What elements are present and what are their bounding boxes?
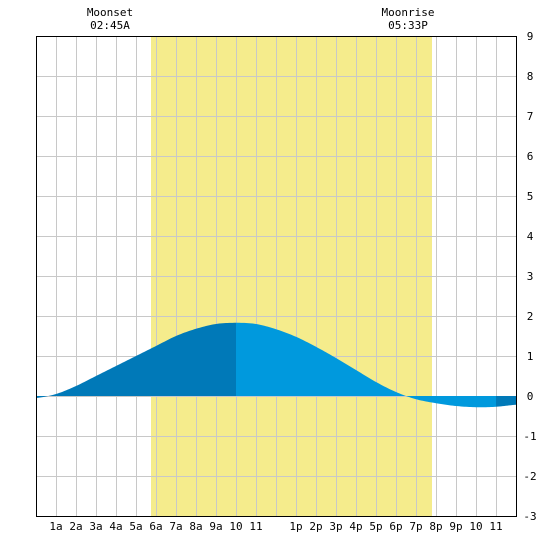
x-tick-label: 1a bbox=[49, 520, 62, 533]
y-tick-label: -1 bbox=[523, 430, 536, 443]
grid-layer bbox=[36, 36, 516, 516]
y-tick-label: 4 bbox=[527, 230, 534, 243]
x-tick-label: 4a bbox=[109, 520, 122, 533]
y-tick-labels: 9 8 7 6 5 4 3 2 1 0 -1 -2 -3 bbox=[523, 30, 536, 523]
x-tick-label: 5p bbox=[369, 520, 382, 533]
y-tick-label: 8 bbox=[527, 70, 534, 83]
x-tick-label: 1p bbox=[289, 520, 302, 533]
moonrise-label: Moonrise bbox=[382, 6, 435, 19]
x-tick-label: 11 bbox=[489, 520, 502, 533]
y-tick-label: 7 bbox=[527, 110, 534, 123]
tide-area-segment-2 bbox=[236, 322, 496, 408]
x-tick-label: 10 bbox=[229, 520, 242, 533]
x-tick-label: 2p bbox=[309, 520, 322, 533]
y-tick-label: 1 bbox=[527, 350, 534, 363]
x-tick-label: 3a bbox=[89, 520, 102, 533]
moonset-time: 02:45A bbox=[90, 19, 130, 32]
x-tick-labels: 1a 2a 3a 4a 5a 6a 7a 8a 9a 10 11 1p 2p 3p 4p 5p 6p 7p 8p 9p… bbox=[49, 520, 502, 533]
y-tick-label: -3 bbox=[523, 510, 536, 523]
plot-frame bbox=[36, 36, 517, 517]
y-tick-label: 2 bbox=[527, 310, 534, 323]
tide-area-segment-1 bbox=[36, 322, 236, 398]
tide-layer bbox=[36, 322, 516, 408]
y-tick-label: 3 bbox=[527, 270, 534, 283]
y-tick-label: 9 bbox=[527, 30, 534, 43]
x-tick-label: 5a bbox=[129, 520, 142, 533]
y-tick-label: 5 bbox=[527, 190, 534, 203]
x-tick-label: 7a bbox=[169, 520, 182, 533]
tide-area-segment-3 bbox=[496, 396, 516, 407]
x-tick-label: 11 bbox=[249, 520, 262, 533]
x-tick-label: 7p bbox=[409, 520, 422, 533]
x-tick-label: 6a bbox=[149, 520, 162, 533]
x-tick-label: 9p bbox=[449, 520, 462, 533]
x-tick-label: 8p bbox=[429, 520, 442, 533]
x-tick-label: 4p bbox=[349, 520, 362, 533]
moonset-label: Moonset bbox=[87, 6, 133, 19]
x-tick-label: 9a bbox=[209, 520, 222, 533]
y-tick-label: -2 bbox=[523, 470, 536, 483]
y-tick-label: 6 bbox=[527, 150, 534, 163]
y-tick-label: 0 bbox=[527, 390, 534, 403]
x-tick-label: 6p bbox=[389, 520, 402, 533]
x-tick-label: 2a bbox=[69, 520, 82, 533]
x-tick-label: 10 bbox=[469, 520, 482, 533]
moonrise-time: 05:33P bbox=[388, 19, 428, 32]
x-tick-label: 8a bbox=[189, 520, 202, 533]
x-tick-label: 3p bbox=[329, 520, 342, 533]
